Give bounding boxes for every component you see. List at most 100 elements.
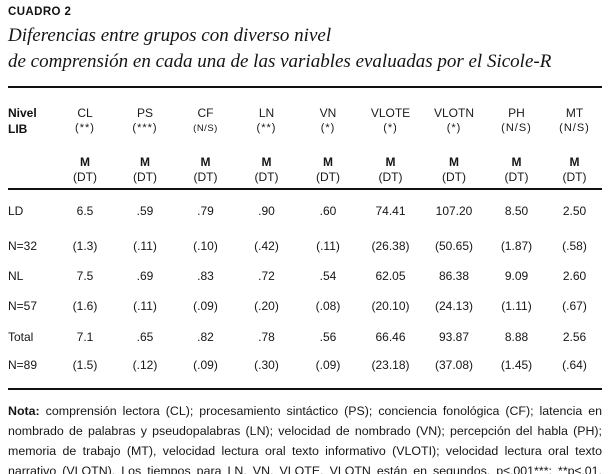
stat-header-cell: M (DT) [486, 148, 547, 189]
stat-header-cell: M (DT) [175, 148, 236, 189]
column-code: VN [319, 106, 337, 120]
column-header-ps: PS (***) [115, 87, 175, 148]
table-number: CUADRO 2 [8, 6, 72, 18]
column-significance: (N/S) [193, 123, 218, 134]
table-footnote: Nota: comprensión lectora (CL); procesam… [8, 401, 602, 474]
table-cell: .60 [319, 204, 337, 218]
sd-label: (DT) [378, 170, 403, 184]
mean-label: M [449, 155, 459, 169]
column-header-vn: VN (*) [297, 87, 359, 148]
table-cell: .54 [319, 269, 337, 283]
sd-label: (DT) [73, 170, 97, 184]
column-significance: (***) [132, 122, 158, 134]
group-label: LD [8, 204, 24, 218]
table-cell: (.30) [254, 358, 279, 372]
column-header-vlotn: VLOTN (*) [422, 87, 486, 148]
table-cell: 6.5 [76, 204, 94, 218]
table-cell: (.10) [193, 239, 218, 253]
header-row-variables: Nivel LIB CL (**) PS (***) CF (N/S) LN [8, 87, 602, 148]
table-cell: 8.50 [504, 204, 529, 218]
table-cell: (1.3) [72, 239, 98, 253]
stat-header-cell: M (DT) [55, 148, 115, 189]
table-cell: (.58) [562, 239, 587, 253]
column-code: CL [77, 106, 93, 120]
table-cell: 8.88 [504, 330, 529, 344]
row-total-sds: N=89 (1.5) (.12) (.09) (.30) (.09) (23.1… [8, 354, 602, 389]
table-cell: (.12) [132, 358, 158, 372]
mean-label: M [140, 155, 150, 169]
stat-header-cell: M (DT) [547, 148, 602, 189]
group-n-label: N=89 [8, 358, 38, 372]
group-n-label: N=57 [8, 299, 38, 313]
row-nl-sds: N=57 (1.6) (.11) (.09) (.20) (.08) (20.1… [8, 292, 602, 320]
column-significance: (*) [383, 122, 398, 134]
table-cell: (.08) [315, 299, 341, 313]
table-cell: .69 [136, 269, 154, 283]
table-cell: 9.09 [504, 269, 529, 283]
table-cell: .72 [258, 269, 275, 283]
column-code: CF [197, 106, 214, 120]
column-significance: (N/S) [501, 122, 532, 134]
row-header-line2: LIB [8, 122, 28, 136]
table-caption: Diferencias entre grupos con diverso niv… [8, 23, 602, 75]
column-code: MT [565, 106, 584, 120]
table-cell: 7.1 [76, 330, 94, 344]
column-significance: (N/S) [559, 122, 590, 134]
table-cell: (.09) [193, 299, 218, 313]
empty-header-cell [8, 148, 55, 189]
sd-label: (DT) [316, 170, 340, 184]
table-cell: .90 [258, 204, 275, 218]
column-significance: (**) [75, 122, 95, 134]
table-cell: (26.38) [371, 239, 410, 253]
table-cell: 62.05 [375, 269, 406, 283]
table-cell: (1.87) [500, 239, 533, 253]
group-label: NL [8, 269, 24, 283]
row-header-line1: Nivel [8, 106, 37, 120]
stat-header-cell: M (DT) [297, 148, 359, 189]
table-cell: .59 [136, 204, 154, 218]
table-cell: (1.5) [72, 358, 98, 372]
column-header-ln: LN (**) [236, 87, 297, 148]
row-ld-means: LD 6.5 .59 .79 .90 .60 74.41 107.20 8.50… [8, 189, 602, 232]
column-code: PH [508, 106, 525, 120]
column-significance: (*) [446, 122, 462, 134]
stat-header-cell: M (DT) [422, 148, 486, 189]
stat-header-cell: M (DT) [359, 148, 422, 189]
table-cell: 74.41 [375, 204, 406, 218]
table-cell: 2.50 [562, 204, 587, 218]
sd-label: (DT) [562, 170, 587, 184]
sd-label: (DT) [254, 170, 279, 184]
caption-line-1: Diferencias entre grupos con diverso niv… [8, 25, 332, 46]
row-nl-means: NL 7.5 .69 .83 .72 .54 62.05 86.38 9.09 … [8, 260, 602, 292]
mean-label: M [80, 155, 90, 169]
mean-label: M [323, 155, 333, 169]
mean-label: M [200, 155, 211, 169]
table-cell: (24.13) [434, 299, 474, 313]
table-cell: (.11) [133, 299, 157, 313]
table-cell: (23.18) [371, 358, 410, 372]
group-n-label: N=32 [8, 239, 38, 253]
table-cell: (1.11) [501, 299, 532, 313]
mean-label: M [569, 155, 580, 169]
table-cell: .65 [136, 330, 154, 344]
footnote-text: comprensión lectora (CL); procesamiento … [8, 404, 602, 474]
column-code: LN [258, 106, 275, 120]
stat-header-cell: M (DT) [236, 148, 297, 189]
table-cell: (1.6) [72, 299, 98, 313]
table-cell: .82 [197, 330, 214, 344]
column-significance: (*) [320, 122, 336, 134]
table-cell: (.42) [254, 239, 279, 253]
column-code: PS [136, 106, 153, 120]
column-header-vlote: VLOTE (*) [359, 87, 422, 148]
sd-label: (DT) [442, 170, 466, 184]
sd-label: (DT) [504, 170, 529, 184]
column-header-cl: CL (**) [55, 87, 115, 148]
table-cell: 66.46 [375, 330, 406, 344]
table-cell: (37.08) [434, 358, 474, 372]
column-header-ph: PH (N/S) [486, 87, 547, 148]
table-cell: (1.45) [500, 358, 533, 372]
table-cell: (20.10) [371, 299, 410, 313]
table-cell: 2.60 [562, 269, 587, 283]
mean-label: M [511, 155, 522, 169]
